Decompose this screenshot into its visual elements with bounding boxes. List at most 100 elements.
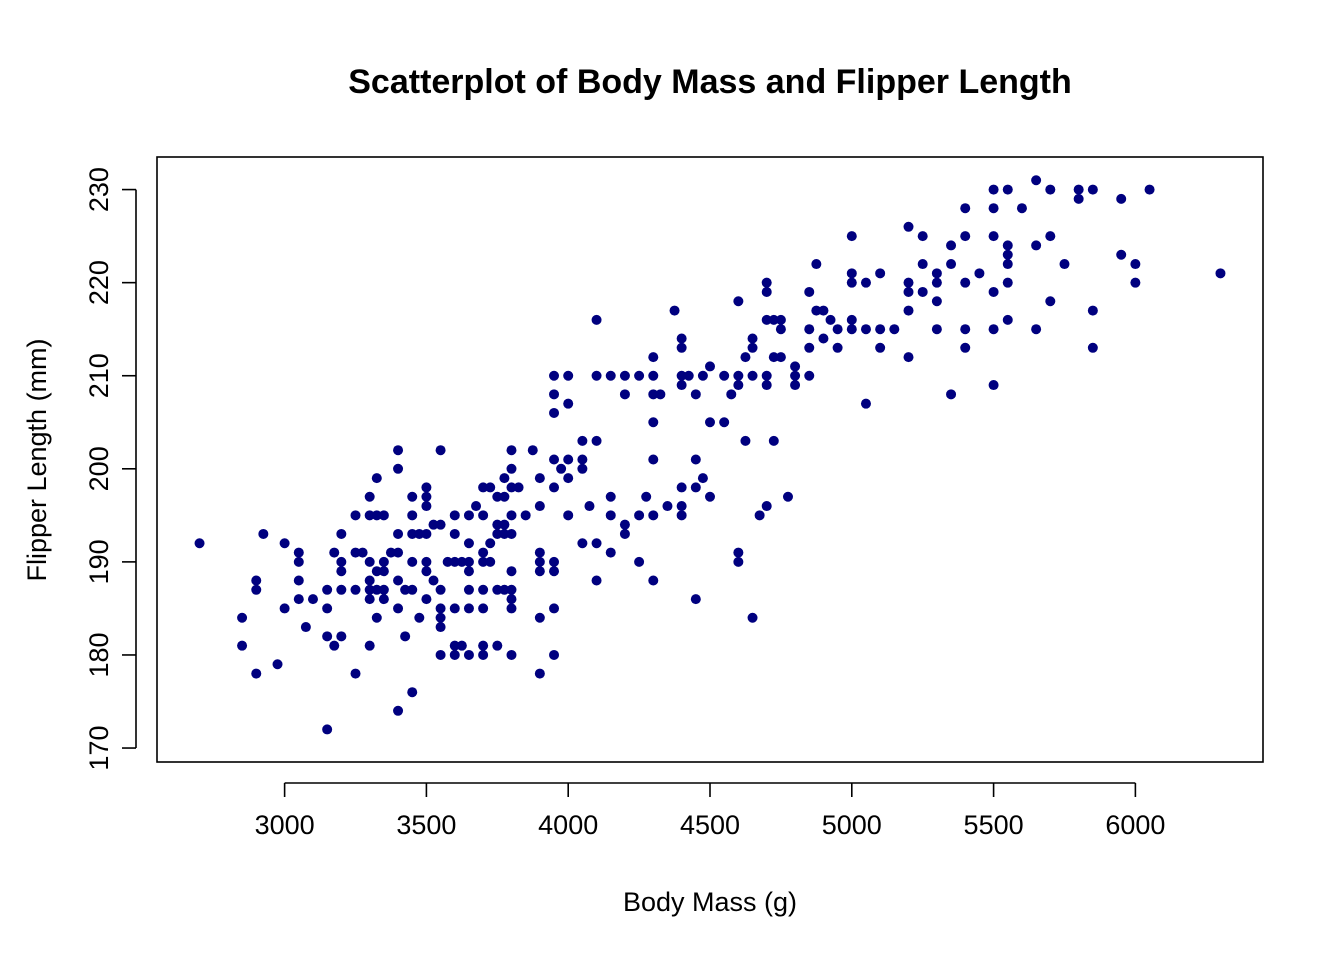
data-point	[506, 603, 517, 614]
data-point	[605, 510, 616, 521]
data-point	[371, 612, 382, 623]
data-point	[322, 603, 333, 614]
data-point	[492, 640, 503, 651]
data-point	[733, 547, 744, 558]
data-point	[534, 501, 545, 512]
data-point	[478, 603, 489, 614]
data-point	[293, 594, 304, 605]
data-point	[818, 305, 829, 316]
data-point	[435, 612, 446, 623]
data-point	[577, 435, 588, 446]
data-point	[577, 538, 588, 549]
data-point	[1045, 184, 1056, 195]
data-point	[385, 547, 396, 558]
data-point	[336, 584, 347, 595]
data-point	[485, 556, 496, 567]
y-tick-label: 190	[84, 539, 114, 584]
data-point	[754, 510, 765, 521]
y-axis-label: Flipper Length (mm)	[22, 338, 52, 581]
data-point	[563, 473, 574, 484]
data-point	[456, 640, 467, 651]
data-point	[322, 631, 333, 642]
data-point	[988, 380, 999, 391]
data-point	[421, 528, 432, 539]
data-point	[1016, 203, 1027, 214]
data-point	[931, 324, 942, 335]
data-point	[832, 342, 843, 353]
data-point	[683, 370, 694, 381]
data-point	[421, 482, 432, 493]
data-point	[407, 556, 418, 567]
data-point	[875, 342, 886, 353]
data-point	[1045, 231, 1056, 242]
data-point	[499, 473, 510, 484]
data-point	[506, 649, 517, 660]
data-point	[449, 556, 460, 567]
data-point	[478, 649, 489, 660]
data-point	[499, 528, 510, 539]
data-point	[463, 649, 474, 660]
data-point	[860, 398, 871, 409]
data-point	[435, 603, 446, 614]
data-point	[960, 324, 971, 335]
data-point	[768, 352, 779, 363]
data-point	[790, 370, 801, 381]
x-tick-label: 6000	[1105, 810, 1165, 840]
data-point	[676, 342, 687, 353]
data-point	[946, 240, 957, 251]
data-point	[584, 501, 595, 512]
data-point	[782, 491, 793, 502]
data-point	[846, 268, 857, 279]
data-point	[499, 519, 510, 530]
data-point	[790, 361, 801, 372]
data-point	[421, 556, 432, 567]
data-point	[960, 277, 971, 288]
data-point	[449, 603, 460, 614]
data-point	[421, 501, 432, 512]
data-point	[761, 380, 772, 391]
y-tick-label: 210	[84, 353, 114, 398]
data-point	[534, 547, 545, 558]
data-point	[1073, 184, 1084, 195]
data-point	[506, 463, 517, 474]
data-point	[1215, 268, 1226, 279]
data-point	[1087, 342, 1098, 353]
data-point	[463, 584, 474, 595]
data-point	[478, 547, 489, 558]
data-point	[591, 435, 602, 446]
x-tick-label: 4500	[680, 810, 740, 840]
data-point	[846, 324, 857, 335]
data-point	[499, 491, 510, 502]
data-point	[634, 370, 645, 381]
data-point	[1031, 175, 1042, 186]
data-point	[520, 510, 531, 521]
data-point	[251, 584, 262, 595]
data-point	[1073, 193, 1084, 204]
data-point	[506, 594, 517, 605]
data-point	[619, 528, 630, 539]
data-point	[1116, 249, 1127, 260]
data-point	[946, 389, 957, 400]
data-point	[903, 286, 914, 297]
data-point	[719, 370, 730, 381]
data-point	[591, 575, 602, 586]
data-point	[648, 510, 659, 521]
data-point	[549, 482, 560, 493]
data-point	[1087, 184, 1098, 195]
data-point	[549, 407, 560, 418]
data-point	[1002, 314, 1013, 325]
data-point	[676, 333, 687, 344]
x-axis-label: Body Mass (g)	[623, 887, 797, 917]
data-point	[1002, 277, 1013, 288]
data-point	[506, 445, 517, 456]
data-point	[605, 547, 616, 558]
data-point	[903, 277, 914, 288]
x-tick-label: 5000	[822, 810, 882, 840]
data-point	[705, 491, 715, 502]
data-point	[705, 417, 715, 428]
data-point	[988, 184, 999, 195]
data-point	[697, 473, 708, 484]
data-point	[428, 575, 439, 586]
data-point	[556, 463, 567, 474]
